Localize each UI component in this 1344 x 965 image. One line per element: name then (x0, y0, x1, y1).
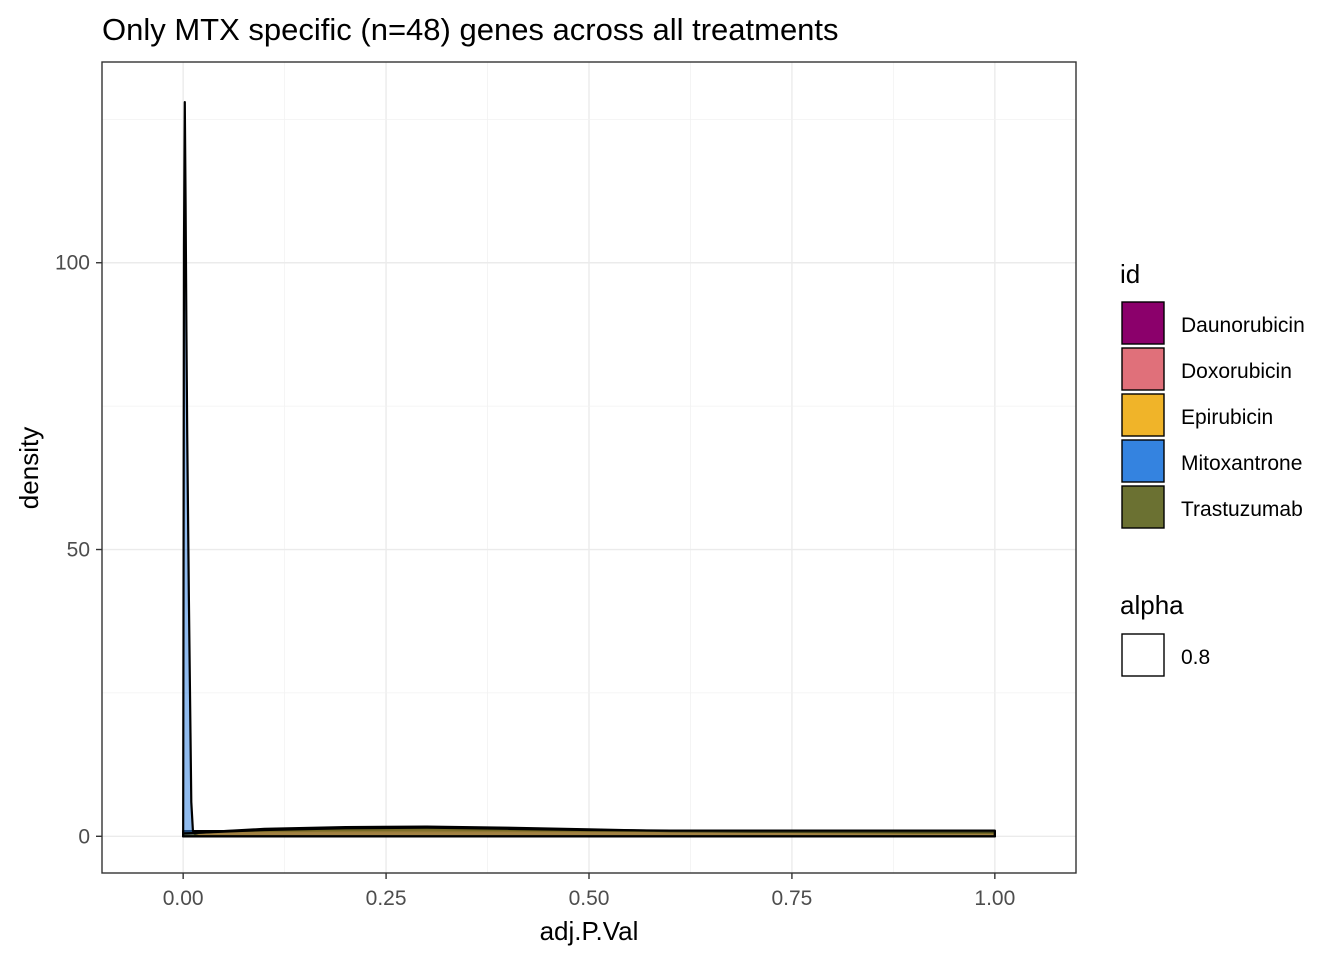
legend: id Daunorubicin Doxorubicin Epirubicin Mito… (1120, 259, 1305, 677)
legend-key-trastuzumab (1121, 485, 1165, 529)
density-areas (182, 101, 996, 838)
legend-label-mitoxantrone: Mitoxantrone (1181, 452, 1302, 475)
x-tick-label: 0.75 (771, 887, 812, 910)
legend-key-mitoxantrone (1121, 439, 1165, 483)
chart-title: Only MTX specific (n=48) genes across al… (102, 12, 839, 47)
density-area-trastuzumab (182, 826, 996, 838)
legend-key-daunorubicin (1121, 301, 1165, 345)
legend-key-epirubicin (1121, 393, 1165, 437)
x-tick-label: 0.25 (366, 887, 407, 910)
y-tick-label: 50 (67, 539, 90, 562)
legend-key-doxorubicin (1121, 347, 1165, 391)
legend-fill-items: Daunorubicin Doxorubicin Epirubicin Mitoxan… (1121, 301, 1305, 529)
y-tick-label: 0 (78, 825, 90, 848)
x-tick-label: 1.00 (974, 887, 1015, 910)
x-axis-label: adj.P.Val (540, 916, 639, 946)
x-tick-label: 0.00 (163, 887, 204, 910)
legend-title-id: id (1120, 259, 1140, 289)
legend-label-doxorubicin: Doxorubicin (1181, 360, 1292, 383)
legend-alpha-label: 0.8 (1181, 646, 1210, 669)
legend-label-epirubicin: Epirubicin (1181, 406, 1273, 429)
y-tick-label: 100 (55, 252, 90, 275)
legend-label-trastuzumab: Trastuzumab (1181, 498, 1303, 521)
x-tick-label: 0.50 (569, 887, 610, 910)
axes: 0.00 0.25 0.50 0.75 1.00 0 50 100 (55, 252, 1015, 910)
y-axis-label: density (14, 427, 44, 509)
legend-title-alpha: alpha (1120, 590, 1184, 620)
legend-label-daunorubicin: Daunorubicin (1181, 314, 1305, 337)
legend-alpha-key (1121, 633, 1165, 677)
